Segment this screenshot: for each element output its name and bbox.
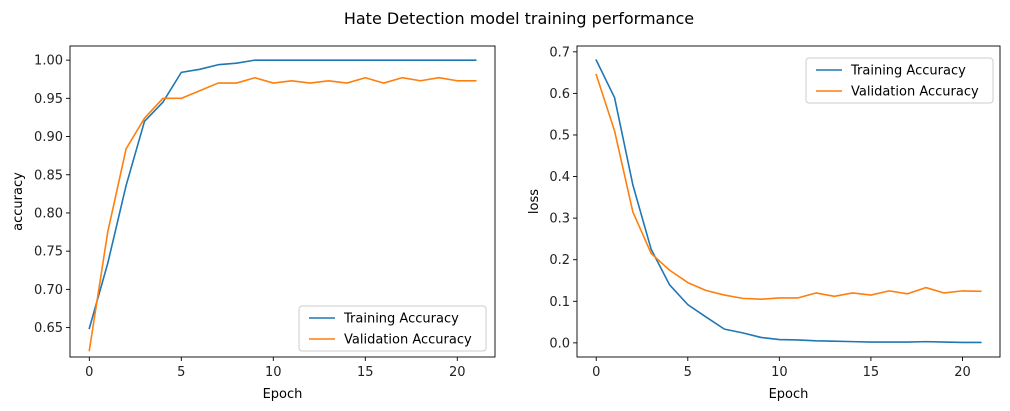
plot-frame (69, 45, 496, 358)
y-tick-label: 1.00 (34, 54, 63, 69)
x-axis-label: Epoch (769, 387, 809, 402)
y-tick-label: 0.90 (34, 130, 63, 145)
y-tick-label: 0.5 (549, 128, 570, 143)
legend-box (805, 57, 994, 104)
legend: Training Accuracy Validation Accuracy (298, 305, 487, 352)
series-line-training (88, 59, 477, 330)
y-tick-label: 0.7 (549, 45, 570, 60)
y-tick-label: 0.80 (34, 206, 63, 221)
legend-box (298, 305, 487, 352)
x-tick-label: 15 (357, 365, 374, 380)
y-tick-label: 0.95 (34, 92, 63, 107)
x-tick-label: 0 (85, 365, 93, 380)
x-tick-label: 5 (684, 365, 692, 380)
x-tick-label: 0 (592, 365, 600, 380)
loss-chart: 0 5 10 15 20 0.0 0.1 0.2 0.3 0.4 0.5 0.6 0.7 Epoch los… (527, 45, 1001, 402)
x-tick-label: 20 (449, 365, 466, 380)
y-tick-label: 0.1 (549, 295, 570, 310)
legend-label-validation: Validation Accuracy (344, 333, 472, 348)
legend-label-validation: Validation Accuracy (851, 85, 979, 100)
y-tick-label: 0.2 (549, 253, 570, 268)
y-axis-label: accuracy (11, 172, 26, 231)
y-axis-label: loss (527, 189, 542, 214)
series-line-validation (88, 76, 477, 352)
series-line-validation (595, 73, 982, 301)
y-tick-label: 0.0 (549, 336, 570, 351)
y-tick-label: 0.70 (34, 283, 63, 298)
y-tick-label: 0.3 (549, 212, 570, 227)
y-tick-label: 0.6 (549, 87, 570, 102)
x-tick-label: 10 (265, 365, 282, 380)
series-line-training (595, 59, 982, 344)
accuracy-chart: 0 5 10 15 20 0.65 0.70 0.75 0.80 0.85 0.90 0.95 1.00… (11, 45, 496, 402)
plot-frame (576, 45, 1001, 358)
legend-label-training: Training Accuracy (850, 64, 966, 79)
figure-title: Hate Detection model training performanc… (344, 9, 694, 28)
legend: Training Accuracy Validation Accuracy (805, 57, 994, 104)
y-tick-label: 0.75 (34, 245, 63, 260)
legend-label-training: Training Accuracy (343, 312, 459, 327)
x-tick-label: 20 (954, 365, 971, 380)
x-tick-label: 5 (177, 365, 185, 380)
x-tick-label: 10 (771, 365, 788, 380)
x-tick-label: 15 (863, 365, 880, 380)
y-tick-label: 0.65 (34, 321, 63, 336)
y-tick-label: 0.4 (549, 170, 570, 185)
x-axis-label: Epoch (263, 387, 303, 402)
y-tick-label: 0.85 (34, 168, 63, 183)
